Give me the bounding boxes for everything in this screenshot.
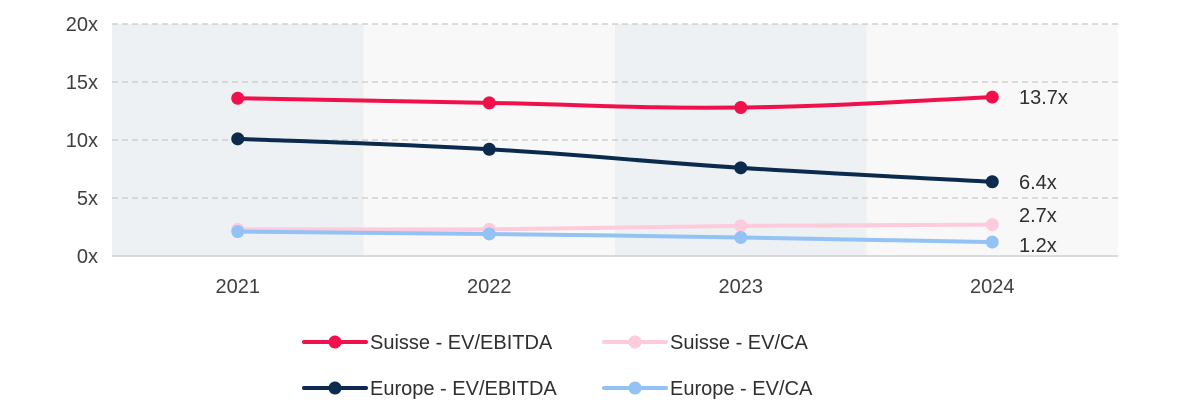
series-line: [235, 136, 995, 184]
x-axis-ticks: 2021 2022 2023 2024: [216, 276, 1015, 298]
data-point: [985, 175, 999, 189]
end-value-label: 2.7x: [1019, 205, 1057, 227]
data-point: [734, 161, 748, 175]
x-tick-label: 2021: [216, 276, 261, 298]
data-point: [985, 235, 999, 249]
data-point: [482, 96, 496, 110]
data-point: [734, 101, 748, 115]
gridlines: [112, 23, 1118, 257]
series-line: [235, 95, 995, 110]
legend-item: Suisse - EV/CA: [602, 332, 808, 354]
y-tick-label: 0x: [77, 246, 98, 268]
x-tick-label: 2022: [467, 276, 512, 298]
y-tick-label: 15x: [66, 72, 98, 94]
data-point: [231, 132, 245, 146]
legend-swatch-marker: [628, 335, 642, 349]
legend-swatch-marker: [328, 335, 342, 349]
y-axis-ticks: 0x 5x 10x 15x 20x: [66, 14, 98, 268]
x-tick-label: 2023: [719, 276, 764, 298]
legend-label: Europe - EV/CA: [670, 378, 813, 400]
data-point: [482, 227, 496, 241]
end-value-label: 13.7x: [1019, 87, 1068, 109]
legend-item: Suisse - EV/EBITDA: [302, 332, 553, 354]
data-point: [734, 230, 748, 244]
end-labels: 13.7x 2.7x 6.4x 1.2x: [1019, 87, 1068, 257]
end-value-label: 1.2x: [1019, 235, 1057, 257]
legend: Suisse - EV/EBITDA Suisse - EV/CA Europe -…: [302, 332, 813, 400]
legend-label: Europe - EV/EBITDA: [370, 378, 557, 400]
series-europe-ev-ca: [231, 225, 999, 249]
series-europe-ev-ebitda: [231, 132, 999, 189]
legend-label: Suisse - EV/EBITDA: [370, 332, 553, 354]
legend-item: Europe - EV/EBITDA: [302, 378, 557, 400]
series-line: [235, 229, 995, 245]
data-point: [734, 219, 748, 233]
legend-swatch-marker: [628, 381, 642, 395]
series-lines: [231, 90, 999, 249]
data-point: [231, 91, 245, 105]
legend-item: Europe - EV/CA: [602, 378, 813, 400]
y-tick-label: 10x: [66, 130, 98, 152]
y-tick-label: 20x: [66, 14, 98, 36]
x-tick-label: 2024: [970, 276, 1015, 298]
legend-swatch-marker: [328, 381, 342, 395]
data-point: [231, 225, 245, 239]
y-tick-label: 5x: [77, 188, 98, 210]
legend-label: Suisse - EV/CA: [670, 332, 808, 354]
end-value-label: 6.4x: [1019, 172, 1057, 194]
data-point: [482, 142, 496, 156]
data-point: [985, 218, 999, 232]
series-line: [235, 222, 995, 232]
series-suisse-ev-ebitda: [231, 90, 999, 115]
data-point: [985, 90, 999, 104]
